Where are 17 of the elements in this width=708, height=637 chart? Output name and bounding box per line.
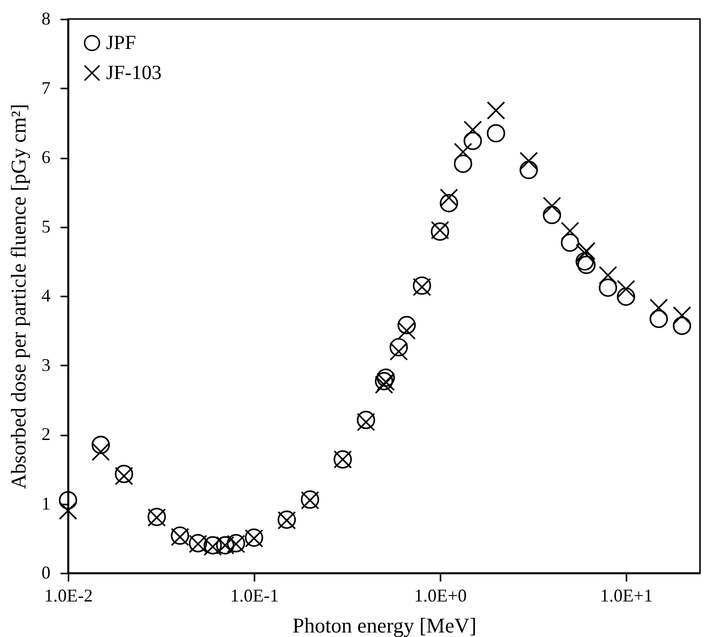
- y-tick-label: 4: [42, 286, 50, 306]
- y-tick-label: 0: [42, 562, 50, 582]
- legend-label: JF-103: [106, 62, 162, 84]
- x-tick-label: 1.0E-1: [230, 586, 279, 606]
- y-tick-label: 6: [42, 147, 50, 167]
- y-tick-label: 1: [42, 493, 50, 514]
- y-tick-label: 7: [42, 78, 50, 98]
- y-axis-title: Absorbed dose per particle fluence [pGy cm²]: [6, 104, 30, 490]
- legend-label: JPF: [106, 32, 136, 54]
- y-tick-label: 5: [42, 216, 50, 236]
- x-tick-label: 1.0E+1: [600, 586, 653, 606]
- y-tick-label: 2: [42, 424, 50, 444]
- x-tick-label: 1.0E+0: [414, 586, 467, 606]
- y-tick-label: 3: [42, 354, 50, 375]
- x-tick-label: 1.0E-2: [44, 586, 93, 606]
- y-tick-label: 8: [42, 8, 50, 28]
- x-axis-title: Photon energy [MeV]: [292, 614, 476, 637]
